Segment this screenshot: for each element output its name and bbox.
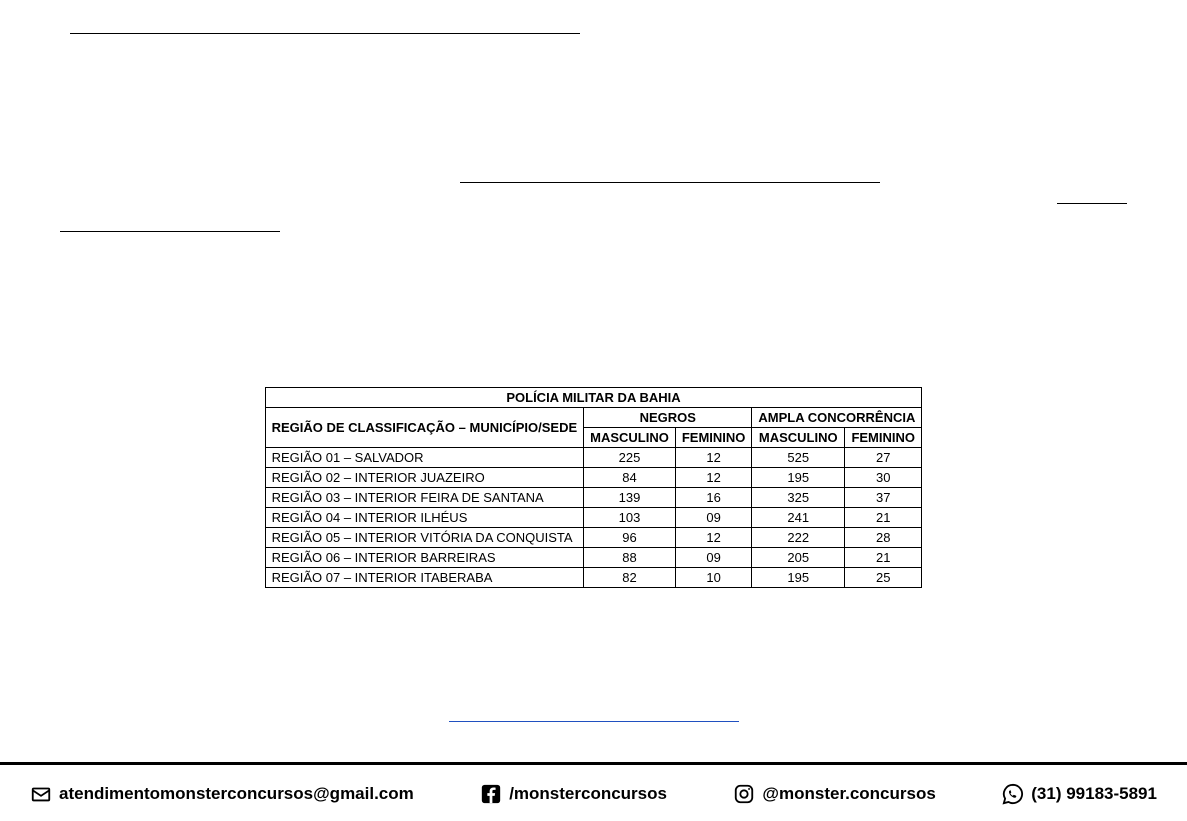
col-group-ampla: AMPLA CONCORRÊNCIA [752,408,922,428]
cell-nf: 12 [675,468,752,488]
whatsapp-icon [1002,783,1024,805]
cell-af: 25 [845,568,922,588]
table-row: REGIÃO 05 – INTERIOR VITÓRIA DA CONQUIST… [265,528,922,548]
table-row: REGIÃO 03 – INTERIOR FEIRA DE SANTANA 13… [265,488,922,508]
underline-placeholder-2 [460,169,880,183]
cell-nf: 10 [675,568,752,588]
footer-email: atendimentomonsterconcursos@gmail.com [30,783,414,805]
table-body: REGIÃO 01 – SALVADOR 225 12 525 27 REGIÃ… [265,448,922,588]
cell-nm: 96 [584,528,676,548]
table-container: POLÍCIA MILITAR DA BAHIA REGIÃO DE CLASS… [60,387,1127,588]
cell-am: 222 [752,528,845,548]
footer-phone: (31) 99183-5891 [1002,783,1157,805]
col-negros-fem: FEMININO [675,428,752,448]
cell-nm: 225 [584,448,676,468]
underline-placeholder-3 [1057,190,1127,204]
underline-placeholder-4 [60,218,280,232]
link-underline-placeholder [449,708,739,722]
underline-placeholder-1 [70,20,580,34]
footer-facebook: /monsterconcursos [480,783,667,805]
cell-nf: 16 [675,488,752,508]
cell-nf: 09 [675,548,752,568]
facebook-icon [480,783,502,805]
cell-af: 27 [845,448,922,468]
email-icon [30,783,52,805]
cell-region: REGIÃO 07 – INTERIOR ITABERABA [265,568,584,588]
cell-region: REGIÃO 03 – INTERIOR FEIRA DE SANTANA [265,488,584,508]
cell-nm: 84 [584,468,676,488]
col-negros-masc: MASCULINO [584,428,676,448]
instagram-icon [733,783,755,805]
table-row: REGIÃO 06 – INTERIOR BARREIRAS 88 09 205… [265,548,922,568]
cell-af: 28 [845,528,922,548]
footer-instagram: @monster.concursos [733,783,935,805]
cell-af: 37 [845,488,922,508]
cell-am: 325 [752,488,845,508]
footer-facebook-text: /monsterconcursos [509,784,667,804]
cell-am: 195 [752,568,845,588]
cell-nf: 09 [675,508,752,528]
table-row: REGIÃO 07 – INTERIOR ITABERABA 82 10 195… [265,568,922,588]
footer-divider [0,762,1187,765]
document-body: POLÍCIA MILITAR DA BAHIA REGIÃO DE CLASS… [0,0,1187,742]
table-title: POLÍCIA MILITAR DA BAHIA [265,388,922,408]
cell-region: REGIÃO 05 – INTERIOR VITÓRIA DA CONQUIST… [265,528,584,548]
table-row: REGIÃO 02 – INTERIOR JUAZEIRO 84 12 195 … [265,468,922,488]
cell-nf: 12 [675,448,752,468]
vacancies-table: POLÍCIA MILITAR DA BAHIA REGIÃO DE CLASS… [265,387,923,588]
footer: atendimentomonsterconcursos@gmail.com /m… [0,783,1187,805]
cell-am: 205 [752,548,845,568]
cell-am: 195 [752,468,845,488]
cell-nm: 82 [584,568,676,588]
cell-nm: 88 [584,548,676,568]
cell-region: REGIÃO 04 – INTERIOR ILHÉUS [265,508,584,528]
cell-af: 30 [845,468,922,488]
cell-am: 241 [752,508,845,528]
cell-region: REGIÃO 06 – INTERIOR BARREIRAS [265,548,584,568]
cell-region: REGIÃO 01 – SALVADOR [265,448,584,468]
col-group-negros: NEGROS [584,408,752,428]
col-ampla-masc: MASCULINO [752,428,845,448]
col-ampla-fem: FEMININO [845,428,922,448]
col-region-header: REGIÃO DE CLASSIFICAÇÃO – MUNICÍPIO/SEDE [265,408,584,448]
cell-af: 21 [845,508,922,528]
cell-nm: 103 [584,508,676,528]
cell-nm: 139 [584,488,676,508]
cell-nf: 12 [675,528,752,548]
cell-region: REGIÃO 02 – INTERIOR JUAZEIRO [265,468,584,488]
cell-am: 525 [752,448,845,468]
footer-email-text: atendimentomonsterconcursos@gmail.com [59,784,414,804]
footer-instagram-text: @monster.concursos [762,784,935,804]
cell-af: 21 [845,548,922,568]
table-row: REGIÃO 01 – SALVADOR 225 12 525 27 [265,448,922,468]
footer-phone-text: (31) 99183-5891 [1031,784,1157,804]
table-row: REGIÃO 04 – INTERIOR ILHÉUS 103 09 241 2… [265,508,922,528]
